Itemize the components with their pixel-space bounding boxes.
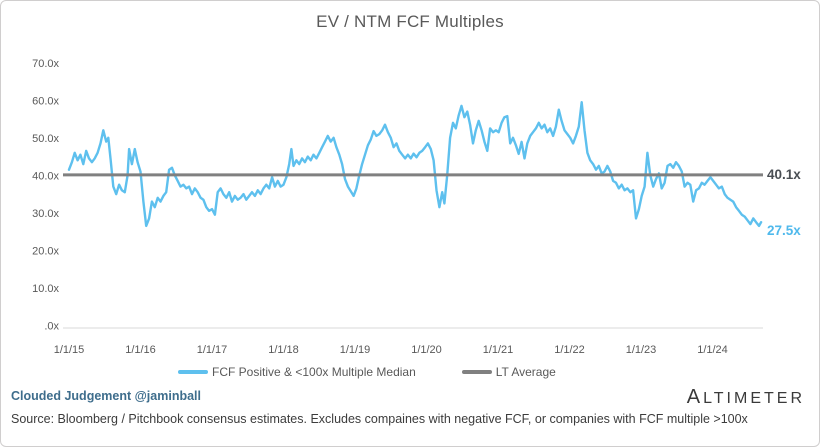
y-tick-label: .0x	[44, 320, 59, 332]
x-tick-label: 1/1/23	[626, 344, 657, 356]
y-tick-label: 30.0x	[32, 208, 59, 220]
y-tick-label: 60.0x	[32, 95, 59, 107]
x-tick-label: 1/1/21	[483, 344, 514, 356]
lt-average-annotation: 40.1x	[767, 167, 801, 182]
y-tick-label: 40.0x	[32, 170, 59, 182]
x-tick-label: 1/1/20	[411, 344, 442, 356]
last-value-annotation: 27.5x	[767, 223, 801, 238]
x-tick-label: 1/1/19	[340, 344, 371, 356]
x-tick-label: 1/1/16	[125, 344, 156, 356]
y-tick-label: 50.0x	[32, 133, 59, 145]
x-tick-label: 1/1/24	[697, 344, 728, 356]
y-tick-label: 70.0x	[32, 58, 59, 70]
x-tick-label: 1/1/17	[197, 344, 228, 356]
x-tick-label: 1/1/22	[554, 344, 585, 356]
x-tick-label: 1/1/15	[54, 344, 85, 356]
legend-swatch-median	[178, 370, 208, 374]
author-credit: Clouded Judgement @jaminball	[11, 389, 201, 403]
fcf-median-line	[67, 100, 763, 228]
legend-label-lt-average: LT Average	[495, 365, 556, 379]
y-tick-label: 10.0x	[32, 283, 59, 295]
source-note: Source: Bloomberg / Pitchbook consensus …	[11, 412, 748, 426]
legend-swatch-lt-average	[461, 370, 492, 374]
altimeter-logo: ALTIMETER	[686, 386, 805, 408]
x-tick-label: 1/1/18	[268, 344, 299, 356]
chart-title: EV / NTM FCF Multiples	[316, 12, 504, 31]
y-tick-label: 20.0x	[32, 245, 59, 257]
legend: FCF Positive & <100x Multiple Median LT …	[178, 365, 556, 379]
legend-label-median: FCF Positive & <100x Multiple Median	[212, 365, 416, 379]
